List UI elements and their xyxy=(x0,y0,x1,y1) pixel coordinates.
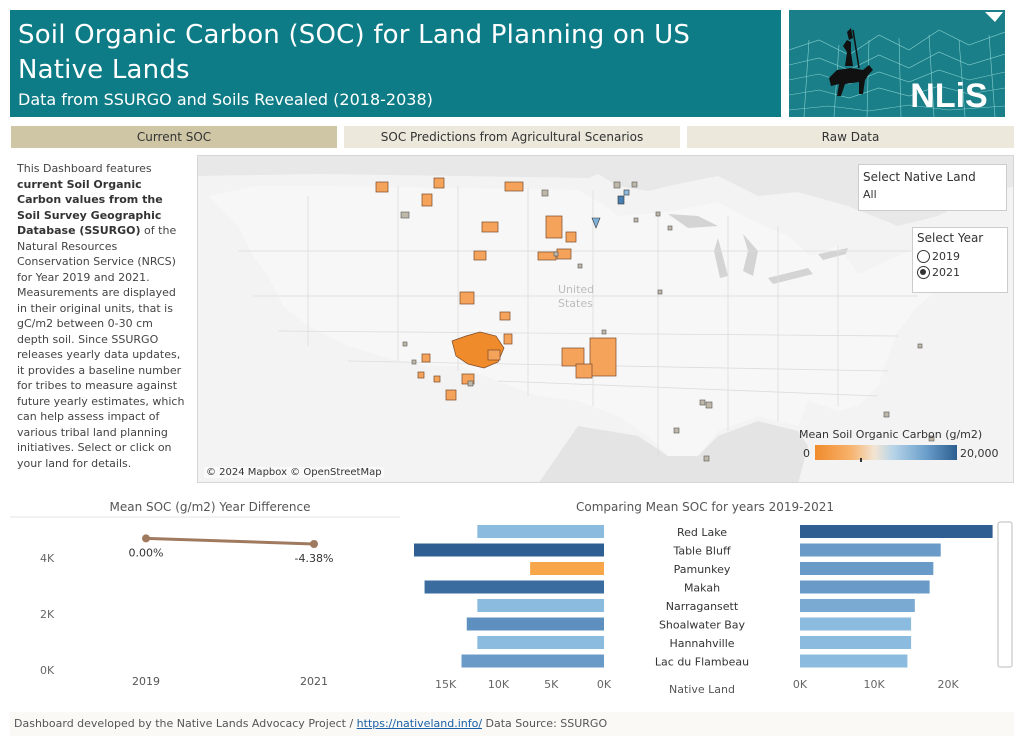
center-axis-label: Native Land xyxy=(669,683,735,696)
bar-2021 xyxy=(800,617,912,631)
y-tick-label: 4K xyxy=(40,552,55,565)
description-text-2: of the Natural Resources Conservation Se… xyxy=(17,224,185,470)
year-difference-chart[interactable]: 0K 2K 4K 2019 2021 0.00% -4.38% xyxy=(10,515,400,695)
bar-2019 xyxy=(466,617,604,631)
rider-silhouette-icon xyxy=(829,28,873,96)
left-x-tick: 10K xyxy=(488,678,510,691)
y-tick-label: 2K xyxy=(40,608,55,621)
compare-chart-title: Comparing Mean SOC for years 2019-2021 xyxy=(575,500,834,514)
left-x-tick: 5K xyxy=(544,678,559,691)
native-land-select[interactable]: Select Native Land All xyxy=(858,164,1007,211)
tab-soc-predictions[interactable]: SOC Predictions from Agricultural Scenar… xyxy=(344,126,680,148)
tab-raw-data[interactable]: Raw Data xyxy=(687,126,1014,148)
data-point xyxy=(142,534,150,543)
native-land-select-value[interactable]: All xyxy=(863,188,877,201)
legend-min: 0 xyxy=(803,447,810,460)
series-line xyxy=(145,536,315,546)
year-select-label: Select Year xyxy=(917,231,984,245)
compare-soc-chart[interactable]: Red Lake Table Bluff Pamunkey Makah Narragan… xyxy=(408,515,1016,700)
bar-2021 xyxy=(800,636,912,649)
bar-2019 xyxy=(477,636,604,649)
bar-2019 xyxy=(477,525,604,538)
data-label: 0.00% xyxy=(129,546,164,559)
right-x-tick: 0K xyxy=(793,678,808,691)
bar-2019 xyxy=(424,580,604,594)
category-label: Pamunkey xyxy=(674,563,731,576)
native-land-select-label: Select Native Land xyxy=(863,170,976,184)
footer-link[interactable]: https://nativeland.info/ xyxy=(356,717,483,730)
footer-text: Dashboard developed by the Native Lands … xyxy=(14,717,357,730)
description-text-1: This Dashboard features xyxy=(17,162,152,175)
dashboard-description: This Dashboard features current Soil Org… xyxy=(17,161,187,471)
page-subtitle: Data from SSURGO and Soils Revealed (201… xyxy=(18,90,433,109)
legend-max: 20,000 xyxy=(960,447,999,460)
x-tick-label: 2021 xyxy=(300,675,328,688)
page-title: Soil Organic Carbon (SOC) for Land Plann… xyxy=(18,20,691,85)
year-option-2019[interactable]: 2019 xyxy=(917,248,1003,264)
left-x-tick: 15K xyxy=(435,678,457,691)
data-point xyxy=(310,540,318,548)
bar-2019 xyxy=(461,654,604,668)
footer-source: Data Source: SSURGO xyxy=(482,717,608,730)
x-tick-label: 2019 xyxy=(132,675,160,688)
year-option-2021[interactable]: 2021 xyxy=(917,264,1003,280)
right-x-tick: 10K xyxy=(863,678,885,691)
map-credit[interactable]: © 2024 Mapbox © OpenStreetMap xyxy=(204,467,384,478)
category-label: Shoalwater Bay xyxy=(659,619,746,632)
description-bold: current Soil Organic Carbon values from … xyxy=(17,177,163,238)
radio-selected-icon[interactable] xyxy=(917,265,930,279)
bar-2019 xyxy=(414,543,604,557)
bar-2021 xyxy=(800,599,915,612)
year-select: Select Year 2019 2021 xyxy=(912,227,1008,293)
svg-text:NLiS: NLiS xyxy=(910,77,987,115)
diff-chart-title: Mean SOC (g/m2) Year Difference xyxy=(109,500,311,514)
map-legend: Mean Soil Organic Carbon (g/m2) 0 20,000 xyxy=(799,428,1004,468)
radio-icon[interactable] xyxy=(917,249,930,263)
nlis-logo: NLiS xyxy=(789,10,1005,117)
country-label: United States xyxy=(558,283,595,310)
scrollbar[interactable] xyxy=(997,521,1013,668)
bar-2021 xyxy=(800,525,993,538)
y-tick-label: 0K xyxy=(40,664,55,677)
bar-2021 xyxy=(800,562,934,575)
bar-2021 xyxy=(800,543,941,557)
category-label: Red Lake xyxy=(677,526,727,539)
tab-current-soc[interactable]: Current SOC xyxy=(11,126,337,148)
header-banner: Soil Organic Carbon (SOC) for Land Plann… xyxy=(10,10,781,117)
category-label: Lac du Flambeau xyxy=(655,656,749,669)
legend-color-ramp xyxy=(815,445,957,460)
bar-2021 xyxy=(800,580,930,594)
left-x-tick: 0K xyxy=(597,678,612,691)
bar-2019 xyxy=(477,599,604,612)
bar-2019 xyxy=(530,562,604,575)
right-x-tick: 20K xyxy=(938,678,960,691)
category-label: Table Bluff xyxy=(672,545,731,558)
legend-title: Mean Soil Organic Carbon (g/m2) xyxy=(799,428,983,441)
category-label: Makah xyxy=(684,582,720,595)
category-label: Hannahville xyxy=(669,637,734,650)
footer: Dashboard developed by the Native Lands … xyxy=(10,712,1014,736)
category-label: Narragansett xyxy=(666,600,739,613)
legend-tick xyxy=(860,458,862,462)
bar-2021 xyxy=(800,654,908,668)
data-label: -4.38% xyxy=(295,552,334,565)
